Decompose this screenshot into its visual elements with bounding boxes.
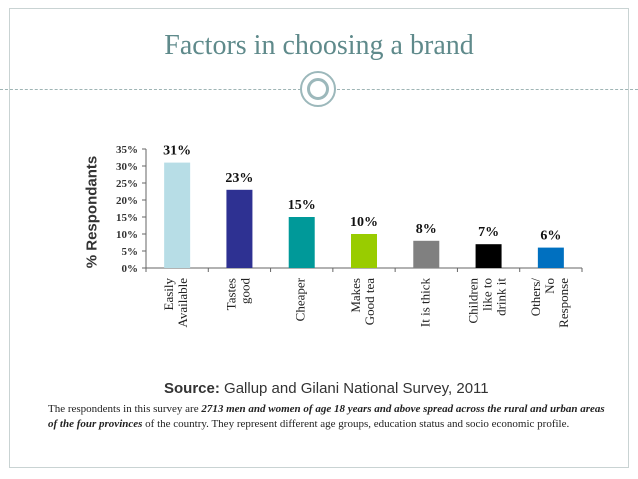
bar — [351, 234, 377, 268]
x-tick-label-line: Cheaper — [293, 277, 308, 321]
source-text: Gallup and Gilani National Survey, 2011 — [224, 380, 489, 397]
x-tick-label-line: drink it — [494, 278, 509, 316]
x-tick-label-line: Good tea — [362, 278, 377, 326]
bar — [537, 247, 564, 268]
note-part2: of the country. They represent different… — [142, 418, 570, 430]
x-tick-label: It is thick — [417, 278, 432, 328]
x-tick-label-line: Makes — [348, 278, 363, 313]
bar — [288, 217, 315, 268]
bar — [164, 162, 191, 268]
x-tick-label-line: Children — [466, 278, 481, 324]
y-tick-label: 10% — [116, 229, 138, 241]
y-tick-label: 30% — [116, 161, 138, 173]
x-tick-label: Makes Good tea — [348, 278, 377, 326]
y-tick-label: 35% — [116, 144, 138, 156]
data-label: 6% — [540, 229, 561, 244]
x-tick-label-line: No — [542, 278, 557, 294]
x-tick-label-line: like to — [480, 278, 495, 311]
bar — [226, 189, 253, 268]
x-tick-label-line: Easily — [161, 278, 176, 311]
bar — [475, 244, 502, 268]
x-tick-label-line: Available — [175, 278, 190, 328]
y-tick-label: 20% — [116, 195, 138, 207]
x-tick-label: Easily Available — [161, 278, 190, 328]
chart-source: Source: Gallup and Gilani National Surve… — [164, 380, 489, 397]
y-tick-label: 5% — [122, 246, 139, 258]
x-tick-label: Children like to drink it — [466, 278, 509, 324]
note-emphasis: 2713 men and women of age 18 years and a… — [48, 403, 605, 430]
y-tick-label: 25% — [116, 178, 138, 190]
x-tick-label-line: good — [237, 278, 252, 305]
circle-ornament-icon — [300, 71, 336, 107]
note-part1: The respondents in this survey are — [48, 403, 202, 415]
divider-left — [0, 89, 301, 90]
x-tick-label: Tastes good — [223, 278, 252, 311]
slide-title: Factors in choosing a brand — [164, 30, 474, 61]
y-tick-label: 15% — [116, 212, 138, 224]
x-tick-label-line: Others/ — [528, 278, 543, 317]
data-label: 23% — [225, 171, 253, 186]
x-tick-label-line: It is thick — [417, 278, 432, 328]
data-label: 10% — [350, 215, 378, 230]
survey-note: The respondents in this survey are 2713 … — [48, 402, 608, 432]
x-tick-label: Cheaper — [293, 277, 308, 321]
x-tick-label: Others/No Response — [528, 278, 571, 328]
data-label: 15% — [288, 198, 316, 213]
data-label: 7% — [478, 225, 499, 240]
x-tick-label-line: Response — [556, 278, 571, 328]
data-label: 31% — [163, 144, 191, 159]
source-prefix: Source: — [164, 380, 220, 397]
data-label: 8% — [416, 222, 437, 237]
bar — [413, 240, 440, 268]
slide-frame — [9, 8, 629, 468]
x-tick-label-line: Tastes — [223, 278, 238, 310]
y-tick-label: 0% — [122, 263, 139, 275]
divider-right — [337, 89, 638, 90]
